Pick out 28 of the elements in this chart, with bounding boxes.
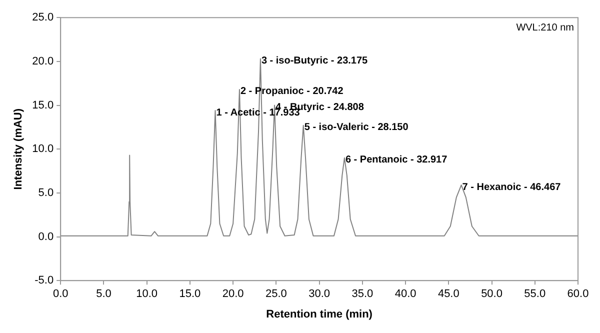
x-tick-label: 35.0 bbox=[352, 288, 374, 300]
y-tick-label: 15.0 bbox=[32, 99, 54, 112]
y-tick-label: 20.0 bbox=[32, 55, 54, 68]
y-axis-title: Intensity (mAU) bbox=[12, 108, 25, 190]
x-tick-label: 15.0 bbox=[179, 288, 201, 300]
annotation: 5 - iso-Valeric - 28.150 bbox=[304, 122, 409, 134]
annotation: 3 - iso-Butyric - 23.175 bbox=[261, 56, 368, 67]
x-tick-label: 20.0 bbox=[222, 288, 244, 300]
x-tick-label: 60.0 bbox=[567, 288, 589, 300]
x-tick-label: 10.0 bbox=[136, 288, 158, 300]
annotation: WVL:210 nm bbox=[516, 22, 574, 34]
x-tick-label: 45.0 bbox=[438, 288, 460, 300]
y-tick-label: 5.0 bbox=[38, 186, 54, 199]
annotation: 2 - Propanioc - 20.742 bbox=[240, 86, 344, 98]
y-tick-label: 0.0 bbox=[38, 230, 54, 243]
x-tick-label: 0.0 bbox=[52, 288, 68, 300]
x-tick-label: 50.0 bbox=[481, 288, 502, 300]
x-tick-label: 5.0 bbox=[96, 288, 112, 300]
x-axis-title: Retention time (min) bbox=[266, 308, 373, 320]
x-tick-label: 55.0 bbox=[524, 288, 546, 300]
x-tick-label: 25.0 bbox=[265, 288, 287, 300]
y-tick-label: 25.0 bbox=[32, 12, 54, 24]
y-tick-label: -5.0 bbox=[34, 274, 54, 287]
x-tick-label: 30.0 bbox=[308, 288, 330, 300]
annotation: 7 - Hexanoic - 46.467 bbox=[462, 182, 562, 193]
annotation: 6 - Pentanoic - 32.917 bbox=[345, 154, 448, 166]
y-tick-label: 10.0 bbox=[32, 143, 54, 156]
x-tick-label: 40.0 bbox=[394, 288, 416, 300]
